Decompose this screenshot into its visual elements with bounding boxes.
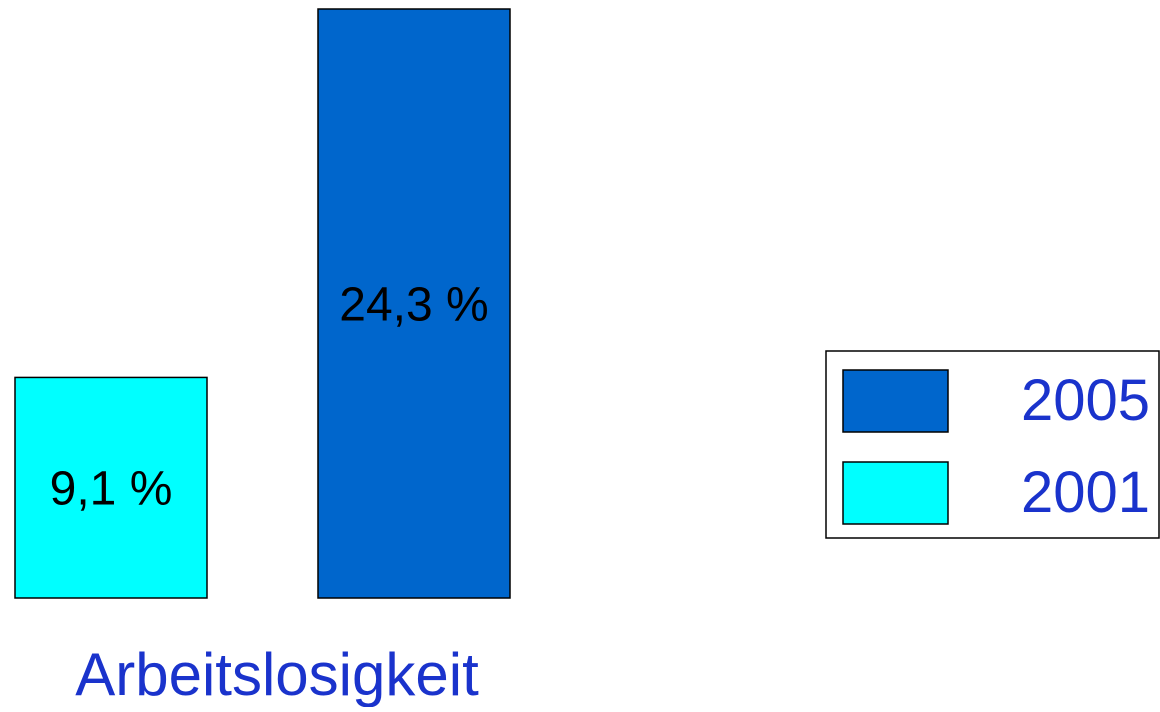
legend-swatch-2005 (842, 369, 949, 433)
legend-swatch-2001 (842, 461, 949, 525)
legend-label-2005: 2005 (1021, 368, 1150, 433)
legend: 2005 2001 (825, 350, 1160, 539)
legend-label-2001: 2001 (1021, 460, 1150, 525)
category-axis: Arbeitslosigkeit (75, 641, 479, 708)
data-label-2005: 24,3 % (339, 279, 488, 332)
bars-layer: 9,1 % 24,3 % (14, 8, 511, 599)
category-label: Arbeitslosigkeit (75, 641, 479, 707)
bar-2001 (14, 376, 208, 599)
data-label-2001: 9,1 % (50, 463, 173, 516)
bar-2005 (317, 8, 511, 599)
